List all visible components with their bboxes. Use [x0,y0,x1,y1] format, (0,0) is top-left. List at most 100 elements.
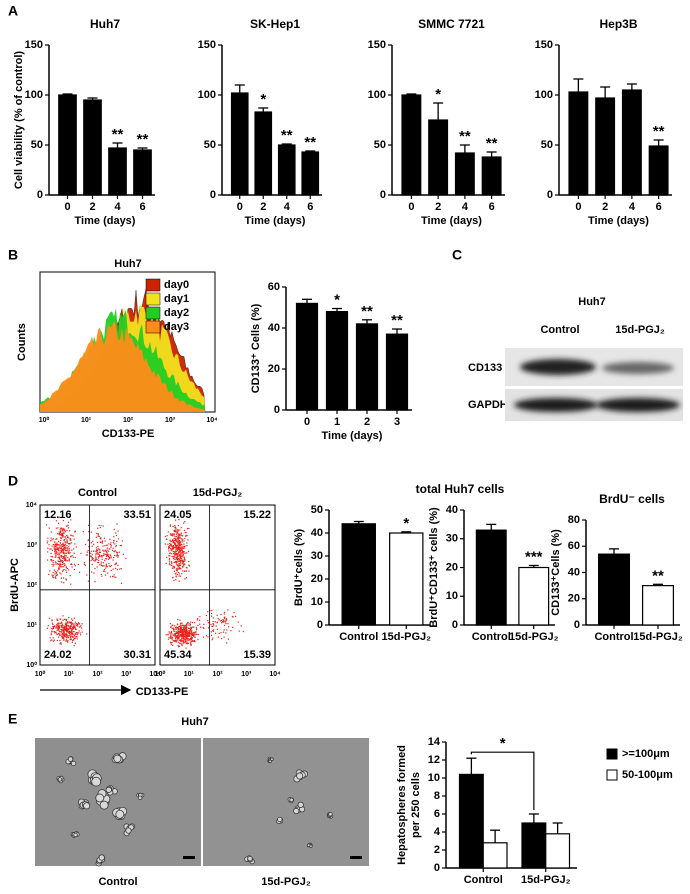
dot [175,569,177,571]
dot [175,556,177,559]
dot [185,647,187,649]
dot [71,534,73,537]
bar [301,151,320,196]
dot [57,547,59,550]
dot [62,569,64,571]
dot [168,555,170,557]
dot [183,624,185,627]
spheroid [247,855,253,862]
dot [61,560,63,562]
dot [183,635,185,637]
bar [58,94,77,196]
dot [219,620,221,622]
dot [75,624,78,626]
dot [57,527,59,529]
dot [188,564,190,566]
dot [225,622,227,625]
dot [105,565,107,568]
bar [341,523,376,626]
dot [62,563,64,565]
dot [180,567,182,570]
dot [176,627,178,629]
dot [203,623,205,625]
dot [225,632,227,634]
bar [454,152,475,196]
dot [116,523,118,525]
dot [63,618,65,620]
dot [177,530,179,532]
dot [177,560,179,562]
x-tick-label: 0 [64,201,70,213]
dot [120,582,123,584]
dot [60,621,63,623]
dot [172,555,174,558]
dot [51,560,53,562]
dot [56,618,58,620]
dot [64,529,66,531]
dot [177,553,179,555]
y-tick-label: 20 [446,561,458,573]
dot [174,526,176,528]
dot [169,543,172,545]
dot [63,632,65,634]
dot [86,554,89,556]
dot [174,538,176,540]
dot [98,557,100,559]
y-tick-label: 14 [428,736,441,748]
y-tick-label: 100 [368,89,386,101]
dot [179,623,182,625]
x-tick-label: Control [472,631,511,643]
dot [70,534,72,536]
dot [174,639,176,642]
dot [50,531,52,533]
dot [46,513,48,515]
dot [178,533,181,535]
spheroid [268,759,272,764]
dot [58,550,60,552]
dot [104,549,106,551]
dot [63,557,65,559]
legend-swatch [145,292,161,306]
dot [54,550,56,552]
quadrant-percent: 15.22 [243,509,271,521]
dot [74,565,76,567]
x-tick-label: 0 [575,201,581,213]
dot [109,554,111,556]
dot [57,540,60,543]
dot [111,549,114,551]
dot [101,541,103,543]
dot [59,639,61,641]
dot [66,629,69,631]
dot [177,557,180,560]
dot [53,569,56,571]
dot [105,555,108,558]
dot [69,626,71,628]
spheroid [270,757,274,761]
dot [60,628,62,630]
dot [60,527,62,529]
dot [59,563,62,565]
dot [67,632,70,634]
dot [64,623,67,626]
dot [168,557,171,560]
dot [102,525,104,527]
dot [191,630,193,632]
lane-label: 15d-PGJ₂ [615,324,665,336]
dot [57,624,59,626]
dot [113,550,115,552]
dot [183,552,185,554]
dot [180,527,182,529]
dot [172,539,174,541]
dot [116,551,118,553]
dot [176,574,178,576]
dot [67,549,69,551]
dot [197,634,200,636]
dot [95,549,98,551]
dot [71,632,73,635]
bar [133,149,152,196]
dot [102,545,104,547]
dot [93,572,95,574]
dot [223,629,225,631]
dot [180,627,183,630]
dot [60,537,62,539]
